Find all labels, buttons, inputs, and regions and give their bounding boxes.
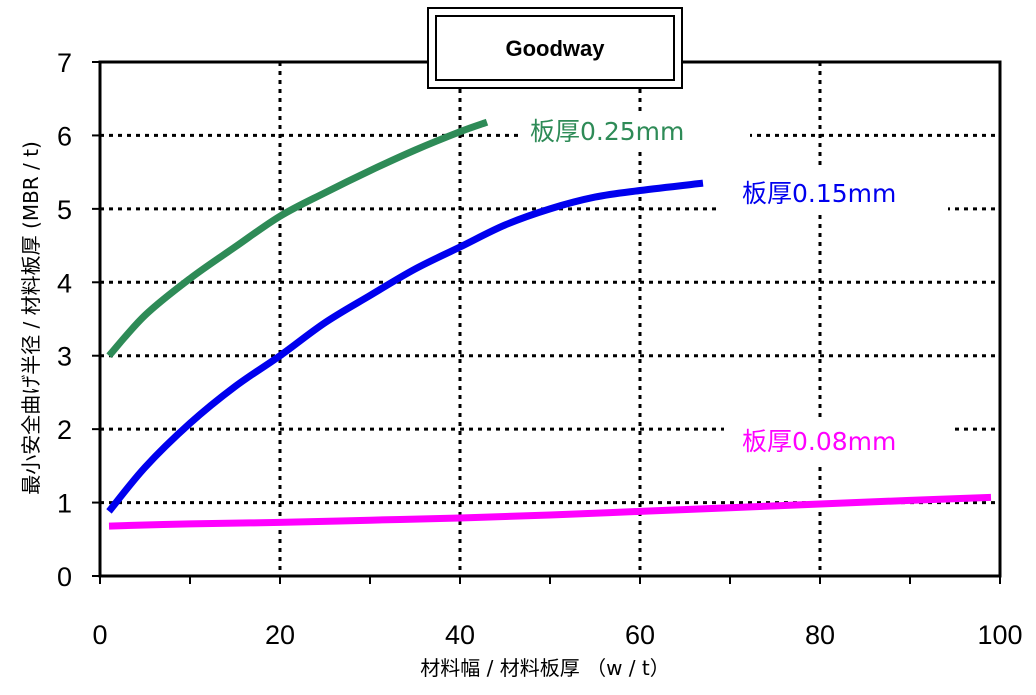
y-tick-label-0: 0 [57, 562, 72, 592]
tick-marks [92, 61, 1001, 584]
series-line-3 [108, 493, 992, 530]
y-tick-label-7: 7 [57, 48, 72, 78]
y-tick-labels: 0 1 2 3 4 5 6 7 [57, 48, 72, 592]
series-label-bg-2 [716, 168, 948, 214]
series-label-1: 板厚0.25mm [530, 117, 684, 146]
x-axis-title: 材料幅 / 材料板厚 （w / t） [420, 656, 669, 680]
title-box: Goodway [427, 7, 683, 89]
x-tick-label-100: 100 [977, 620, 1022, 650]
x-tick-label-40: 40 [445, 620, 475, 650]
y-tick-label-6: 6 [57, 121, 72, 151]
series-label-bg-3 [724, 418, 952, 462]
series-line-2 [106, 179, 704, 514]
x-tick-label-20: 20 [265, 620, 295, 650]
chart-title: Goodway [505, 36, 605, 61]
y-tick-label-1: 1 [57, 489, 72, 519]
y-tick-label-2: 2 [57, 415, 72, 445]
y-tick-label-4: 4 [57, 268, 72, 298]
x-tick-label-0: 0 [92, 620, 107, 650]
series-line-1 [106, 118, 489, 359]
y-tick-label-5: 5 [57, 195, 72, 225]
series-labels: 板厚0.25mm 板厚0.15mm 板厚0.08mm [520, 112, 952, 462]
x-tick-label-80: 80 [805, 620, 835, 650]
y-axis-title: 最小安全曲げ半径 / 材料板厚 (MBR / t) [19, 141, 43, 495]
series-lines [106, 118, 992, 530]
x-tick-label-60: 60 [625, 620, 655, 650]
series-label-2: 板厚0.15mm [742, 179, 896, 208]
series-label-3: 板厚0.08mm [742, 427, 896, 456]
x-tick-labels: 0 20 40 60 80 100 [92, 620, 1022, 650]
y-tick-label-3: 3 [57, 342, 72, 372]
series-label-bg-1 [520, 112, 750, 152]
